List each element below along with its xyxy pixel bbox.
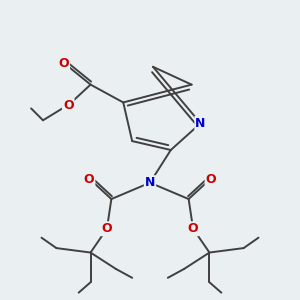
Text: O: O [102,222,112,235]
Text: N: N [145,176,155,189]
Text: O: O [84,173,94,186]
Text: O: O [63,99,74,112]
Text: O: O [206,173,216,186]
Text: N: N [195,117,206,130]
Text: O: O [188,222,198,235]
Text: O: O [58,57,69,70]
